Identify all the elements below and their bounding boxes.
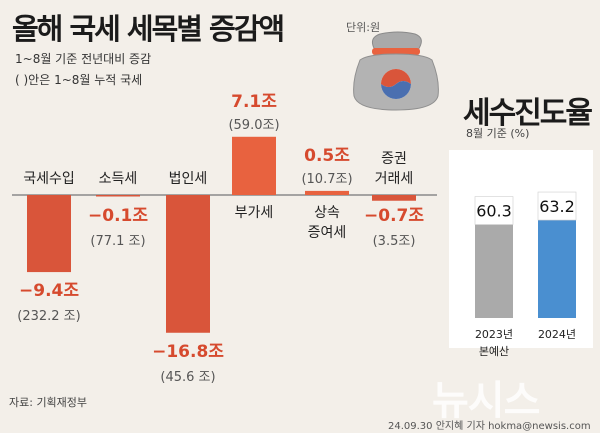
category-label-1-0: 소득세 bbox=[99, 171, 138, 187]
value-label-5: −0.7조 bbox=[364, 206, 424, 226]
value-label-1: −0.1조 bbox=[88, 206, 148, 226]
rate-category-1-0: 2024년 bbox=[538, 328, 576, 341]
cumulative-label-1: (77.1 조) bbox=[90, 234, 145, 249]
category-label-0-0: 국세수입 bbox=[23, 171, 75, 187]
money-bag-icon bbox=[353, 31, 439, 111]
unit-note: 단위:원 bbox=[346, 21, 381, 34]
progress-rate-subtitle: 8월 기준 (%) bbox=[466, 127, 530, 140]
subtitle-line-1: 1~8월 기준 전년대비 증감 bbox=[15, 52, 152, 66]
cumulative-label-4: (10.7조) bbox=[301, 172, 352, 187]
chart-title: 올해 국세 세목별 증감액 bbox=[12, 12, 285, 46]
credit-line: 24.09.30 안지혜 기자 hokma@newsis.com bbox=[388, 421, 591, 432]
cumulative-label-0: (232.2 조) bbox=[17, 309, 80, 324]
category-label-3-0: 부가세 bbox=[235, 205, 274, 221]
bar-4 bbox=[305, 190, 349, 195]
cumulative-label-2: (45.6 조) bbox=[160, 370, 215, 385]
cumulative-label-5: (3.5조) bbox=[373, 234, 416, 249]
value-label-3: 7.1조 bbox=[231, 92, 277, 112]
rate-category-0-0: 2023년 bbox=[475, 328, 513, 341]
rate-value-box-0 bbox=[474, 196, 514, 225]
rate-value-1: 63.2 bbox=[539, 197, 575, 216]
subtitle-line-2: ( )안은 1~8월 누적 국세 bbox=[15, 73, 143, 87]
progress-rate-title: 세수진도율 bbox=[463, 96, 593, 131]
value-label-2: −16.8조 bbox=[152, 342, 224, 362]
category-label-5-0: 증권 bbox=[381, 151, 407, 167]
rate-value-box-1 bbox=[537, 191, 577, 221]
rate-value-0: 60.3 bbox=[476, 202, 512, 221]
category-label-4-0: 상속 bbox=[314, 205, 340, 221]
bar-2 bbox=[166, 195, 210, 333]
source-note: 자료: 기획재정부 bbox=[9, 396, 88, 409]
category-label-5-1: 거래세 bbox=[375, 171, 414, 187]
value-label-4: 0.5조 bbox=[304, 146, 350, 166]
cumulative-label-3: (59.0조) bbox=[228, 118, 279, 133]
bar-5 bbox=[372, 195, 416, 201]
category-label-4-1: 증여세 bbox=[308, 225, 347, 241]
category-label-2-0: 법인세 bbox=[169, 171, 208, 187]
value-label-0: −9.4조 bbox=[19, 281, 79, 301]
rate-bar-1 bbox=[538, 220, 576, 318]
rate-bar-0 bbox=[475, 224, 513, 318]
bar-1 bbox=[96, 195, 140, 197]
rate-category-0-1: 본예산 bbox=[479, 345, 509, 358]
bar-3 bbox=[232, 136, 276, 195]
watermark-logo: 뉴시스 bbox=[432, 378, 540, 424]
bar-0 bbox=[27, 195, 71, 273]
